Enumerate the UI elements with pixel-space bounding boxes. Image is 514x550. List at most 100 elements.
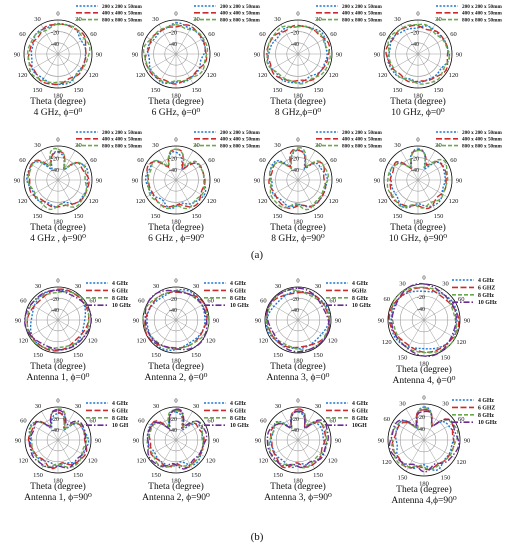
polar-plot-14: 0 30 60 90 120 150 180 30 60 90 120 150 -20 -40 <box>133 398 220 485</box>
legend-label: 4 GHz <box>230 281 246 287</box>
series-line-3 <box>27 147 88 211</box>
legend-label: 8 GHz <box>230 416 246 422</box>
legend-label: 6 GHZ <box>478 285 495 291</box>
angle-tick-label: 60 <box>19 31 26 38</box>
grid-spoke <box>175 439 193 469</box>
angle-tick-label: 0 <box>296 398 299 405</box>
angle-tick-label: 180 <box>293 93 303 100</box>
legend-label: 10GH <box>352 423 367 429</box>
series-line-2 <box>26 288 90 352</box>
grid-spoke <box>175 291 193 321</box>
legend-label: 8 GHz <box>112 416 128 422</box>
angle-tick-label: 150 <box>191 352 201 359</box>
plot-caption: Antenna 2, ϕ=90⁰ <box>142 493 210 503</box>
angle-tick-label: 90 <box>456 178 463 185</box>
angle-tick-label: 90 <box>213 318 220 325</box>
angle-tick-label: 180 <box>171 219 181 226</box>
angle-tick-label: 180 <box>53 478 63 485</box>
plot-caption: 6 GHz , ϕ=90⁰ <box>148 234 204 244</box>
angle-tick-label: 0 <box>174 137 177 144</box>
radial-tick-label: -40 <box>169 428 177 434</box>
legend-label: 400 x 400 x 50mm <box>462 137 502 143</box>
radial-tick-label: -20 <box>291 157 299 163</box>
plot-caption: Theta (degree) <box>396 484 452 495</box>
angle-tick-label: 30 <box>394 16 401 23</box>
legend-label: 6 GHz <box>230 288 246 294</box>
grid-spoke <box>146 53 177 72</box>
legend-label: 800 x 800 x 50mm <box>462 17 502 23</box>
grid-spoke <box>40 24 59 55</box>
series-line-4 <box>266 287 330 353</box>
grid-spoke <box>28 53 59 72</box>
radial-tick-label: -40 <box>51 308 59 314</box>
grid-spoke <box>268 53 299 72</box>
legend-label: 4 GHz <box>352 281 368 287</box>
legend-label: 4 GHz <box>112 401 128 407</box>
polar-axis-ring <box>263 19 333 89</box>
grid-spoke <box>175 36 206 55</box>
series-line-4 <box>388 410 460 473</box>
grid-spoke <box>57 24 76 55</box>
series-line-2 <box>144 291 208 349</box>
angle-tick-label: 30 <box>274 142 281 149</box>
angle-tick-label: 150 <box>192 87 202 94</box>
grid-spoke <box>423 288 443 321</box>
angle-tick-label: 60 <box>137 157 144 164</box>
series-line-3 <box>142 290 210 350</box>
plot-caption: Antenna 4, ϕ=0⁰ <box>393 376 456 386</box>
series-line-4 <box>28 409 87 469</box>
series-line-3 <box>386 149 449 209</box>
legend-label: 800 x 800 x 50mm <box>342 17 382 23</box>
angle-tick-label: 0 <box>56 398 59 405</box>
angle-tick-label: 30 <box>193 403 200 410</box>
grid-spoke <box>175 179 194 210</box>
angle-tick-label: 90 <box>214 178 221 185</box>
legend-label: 200 x 200 x 50mm <box>342 130 382 136</box>
angle-tick-label: 90 <box>95 438 102 445</box>
radial-tick-label: -40 <box>169 42 177 48</box>
plot-caption: Antenna 4,ϕ=90⁰ <box>391 496 457 506</box>
series-line-3 <box>146 148 206 210</box>
angle-tick-label: 90 <box>214 52 221 59</box>
grid-spoke <box>57 179 88 198</box>
legend-label: 200 x 200 x 50mm <box>102 4 142 10</box>
angle-tick-label: 180 <box>171 358 181 365</box>
plot-caption: Antenna 3, ϕ=90⁰ <box>264 493 332 503</box>
angle-tick-label: 60 <box>89 298 96 305</box>
radial-tick-label: -40 <box>291 168 299 174</box>
legend-label: 800 x 800 x 50mm <box>462 143 502 149</box>
grid-spoke <box>297 319 315 349</box>
angle-tick-label: 150 <box>398 475 408 482</box>
legend-label: 6 GHz <box>352 408 368 414</box>
grid-spoke <box>280 179 299 210</box>
grid-spoke <box>57 36 88 55</box>
angle-tick-label: 120 <box>378 72 388 79</box>
series-line-3 <box>390 286 458 354</box>
polar-axis-ring <box>142 286 210 354</box>
grid-spoke <box>29 439 59 457</box>
angle-tick-label: 180 <box>53 219 63 226</box>
angle-tick-label: 120 <box>89 72 99 79</box>
legend-label: 8 GHz <box>478 293 494 299</box>
radial-tick-label: -40 <box>51 428 59 434</box>
grid-spoke <box>423 319 443 352</box>
angle-tick-label: 60 <box>458 416 465 423</box>
polar-plot-15: 0 30 60 90 120 150 180 30 60 90 120 150 -20 -40 <box>255 398 342 485</box>
series-line-2 <box>144 24 208 85</box>
grid-spoke <box>400 24 419 55</box>
polar-axis-ring <box>142 406 210 474</box>
angle-tick-label: 120 <box>449 198 459 205</box>
legend-label: 800 x 800 x 50mm <box>102 17 142 23</box>
angle-tick-label: 0 <box>416 11 419 18</box>
series-line-1 <box>269 149 329 208</box>
legend-label: 10 GHz <box>230 303 249 309</box>
angle-tick-label: 30 <box>34 142 41 149</box>
angle-tick-label: 30 <box>35 403 42 410</box>
